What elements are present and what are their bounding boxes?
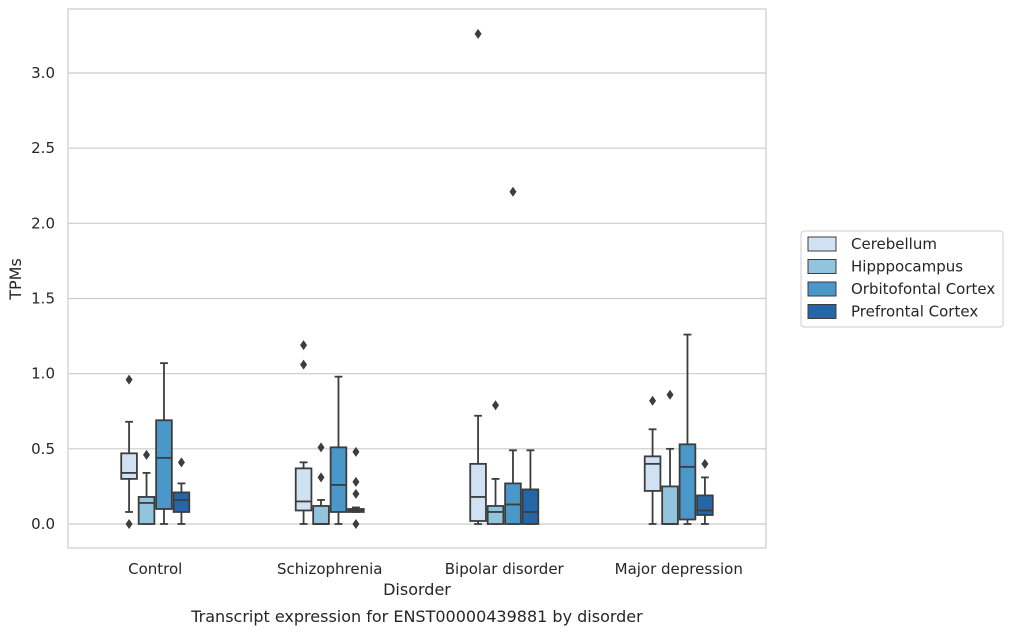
outlier-marker xyxy=(352,446,360,457)
gridlines xyxy=(68,72,766,525)
outlier-marker xyxy=(492,400,500,411)
legend-swatch xyxy=(807,259,837,274)
box-prefrontal-cortex xyxy=(521,449,540,525)
legend-label: Cerebellum xyxy=(851,235,937,253)
box-cerebellum xyxy=(643,395,662,525)
box-cerebellum xyxy=(294,340,313,525)
iqr-box xyxy=(329,446,348,513)
iqr-box xyxy=(521,488,540,525)
x-category-label: Major depression xyxy=(615,560,743,578)
iqr-box xyxy=(643,455,662,492)
y-tick-labels: 0.0 0.5 1.0 1.5 2.0 2.5 3.0 xyxy=(31,64,55,533)
legend-item: Hipppocampus xyxy=(807,258,963,276)
box-cerebellum xyxy=(120,374,138,529)
iqr-box xyxy=(137,496,156,525)
outlier-marker xyxy=(177,457,185,468)
boxes xyxy=(120,28,714,529)
legend-label: Hipppocampus xyxy=(851,258,963,276)
chart-caption: Transcript expression for ENST0000043988… xyxy=(190,607,643,626)
outlier-marker xyxy=(352,488,360,499)
iqr-box xyxy=(678,443,697,521)
iqr-box xyxy=(294,467,313,512)
x-category-label: Control xyxy=(128,560,182,578)
legend-label: Prefrontal Cortex xyxy=(851,303,978,321)
box-orbitofontal-cortex xyxy=(155,362,173,525)
iqr-box xyxy=(469,462,487,522)
box-orbitofontal-cortex xyxy=(504,186,522,525)
box-hipppocampus xyxy=(312,442,330,525)
legend-label: Orbitofontal Cortex xyxy=(851,280,995,298)
y-tick-label: 2.0 xyxy=(31,214,55,232)
iqr-box xyxy=(486,505,505,525)
outlier-marker xyxy=(666,389,674,400)
x-axis-label: Disorder xyxy=(383,580,451,599)
iqr-box xyxy=(696,494,714,516)
iqr-box xyxy=(172,491,191,513)
outlier-marker xyxy=(125,374,133,385)
box-prefrontal-cortex xyxy=(696,458,714,525)
box-hipppocampus xyxy=(661,389,679,525)
x-category-label: Schizophrenia xyxy=(277,560,382,578)
box-orbitofontal-cortex xyxy=(329,375,348,525)
box-prefrontal-cortex xyxy=(172,457,191,525)
legend-swatch xyxy=(807,236,837,252)
iqr-box xyxy=(661,485,679,525)
box-prefrontal-cortex xyxy=(347,446,365,529)
box-orbitofontal-cortex xyxy=(678,333,697,525)
y-tick-label: 1.0 xyxy=(31,365,55,383)
y-tick-label: 0.0 xyxy=(31,515,55,533)
outlier-marker xyxy=(509,186,517,197)
outlier-marker xyxy=(143,449,151,460)
legend-item: Orbitofontal Cortex xyxy=(807,280,995,298)
iqr-box xyxy=(120,452,138,480)
outlier-marker xyxy=(300,359,308,370)
outlier-marker xyxy=(649,395,657,406)
y-tick-label: 1.5 xyxy=(31,290,55,308)
legend-swatch xyxy=(807,281,837,297)
legend-swatch xyxy=(807,304,837,319)
y-tick-label: 0.5 xyxy=(31,440,55,458)
legend-item: Cerebellum xyxy=(807,235,937,253)
x-category-labels: Control Schizophrenia Bipolar disorder Majo… xyxy=(128,560,743,578)
y-tick-label: 2.5 xyxy=(31,139,55,157)
outlier-marker xyxy=(125,519,133,529)
box-hipppocampus xyxy=(137,449,156,525)
outlier-marker xyxy=(317,442,325,453)
plot-frame xyxy=(67,8,767,549)
legend-frame xyxy=(800,230,1004,328)
legend: Cerebellum Hipppocampus Orbitofontal Corte… xyxy=(800,230,1004,328)
box-cerebellum xyxy=(469,28,487,525)
y-tick-label: 3.0 xyxy=(31,64,55,82)
x-category-label: Bipolar disorder xyxy=(445,560,565,578)
y-axis-label: TPMs xyxy=(6,258,25,301)
legend-item: Prefrontal Cortex xyxy=(807,303,978,321)
outlier-marker xyxy=(352,476,360,487)
outlier-marker xyxy=(317,472,325,483)
iqr-box xyxy=(312,505,330,525)
outlier-marker xyxy=(352,519,360,529)
outlier-marker xyxy=(474,28,482,39)
iqr-box xyxy=(155,419,173,510)
outlier-marker xyxy=(300,340,308,351)
outlier-marker xyxy=(701,458,709,469)
box-hipppocampus xyxy=(486,400,505,525)
